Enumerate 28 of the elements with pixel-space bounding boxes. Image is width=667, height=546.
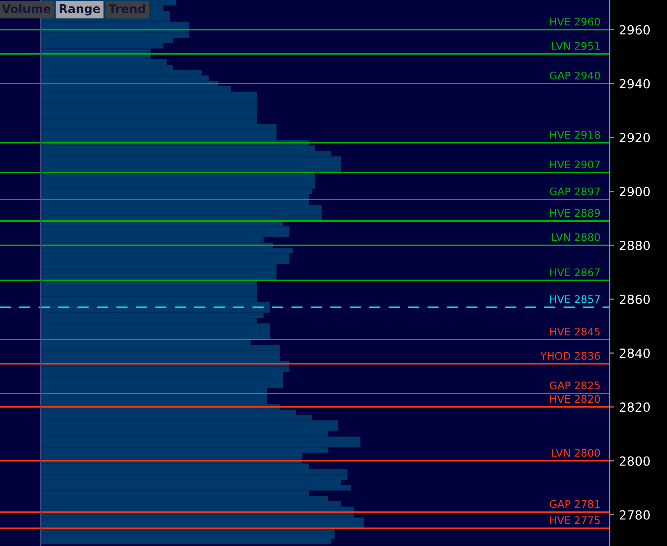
ref-line-label: HVE 2775: [550, 516, 600, 524]
ref-line-label: LVN 2800: [552, 449, 600, 458]
y-tick-label: 2820: [620, 402, 650, 412]
ref-line-label: HVE 2889: [550, 209, 600, 218]
ref-line-label: HVE 2867: [550, 268, 600, 276]
y-tick-label: 2920: [620, 133, 650, 143]
ref-line-label: GAP 2940: [550, 72, 600, 80]
y-tick-label: 2860: [620, 294, 650, 304]
ref-line-label: YHOD 2836: [540, 352, 600, 360]
ref-line-label: LVN 2880: [552, 234, 600, 242]
ref-line-label: HVE 2907: [550, 160, 600, 169]
ref-line-label: HVE 2857: [550, 296, 600, 304]
annotation: Range: [60, 4, 100, 16]
y-tick-label: 2880: [620, 240, 650, 250]
ref-line-label: GAP 2825: [550, 382, 600, 390]
ref-line-label: HVE 2845: [550, 328, 600, 336]
ref-line-label: HVE 2960: [550, 18, 600, 26]
ref-line-label: GAP 2781: [550, 500, 600, 508]
y-tick-label: 2900: [620, 187, 650, 197]
ref-line-label: LVN 2951: [552, 42, 600, 50]
y-tick-label: 2780: [620, 510, 650, 520]
ref-line-label: HVE 2820: [550, 395, 600, 404]
y-tick-label: 2800: [620, 456, 650, 466]
ref-line-label: GAP 2897: [550, 188, 600, 196]
y-tick-label: 2960: [620, 25, 650, 35]
ref-line-label: HVE 2918: [550, 131, 600, 139]
y-tick-label: 2840: [620, 348, 650, 358]
y-tick-label: 2940: [620, 79, 650, 89]
